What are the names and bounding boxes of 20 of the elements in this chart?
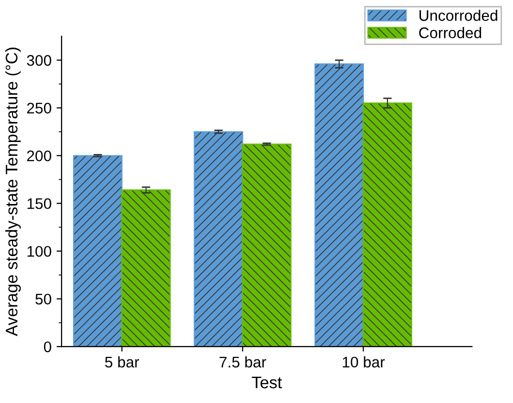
y-tick-label: 300 <box>26 55 52 66</box>
y-tick-label: 250 <box>27 102 52 114</box>
bar <box>194 131 244 347</box>
y-tick-label: 150 <box>28 198 52 210</box>
bar <box>121 189 171 347</box>
legend-label: Corroded <box>419 27 482 38</box>
x-axis-title: Test <box>252 376 282 388</box>
bar <box>362 102 412 347</box>
x-tick-label: 7.5 bar <box>220 356 266 368</box>
y-tick-label: 50 <box>35 294 52 305</box>
y-axis-title: Average steady-state Temperature (°C) <box>5 48 21 336</box>
y-tick-label: 200 <box>27 150 52 162</box>
bar <box>314 63 364 347</box>
bar <box>73 155 122 347</box>
y-tick-label: 0 <box>44 341 52 352</box>
legend-label: Uncorroded <box>420 10 498 21</box>
y-tick-label: 100 <box>28 246 52 257</box>
x-tick-label: 10 bar <box>342 356 385 368</box>
bar <box>242 144 292 347</box>
x-tick-label: 5 bar <box>105 356 140 368</box>
